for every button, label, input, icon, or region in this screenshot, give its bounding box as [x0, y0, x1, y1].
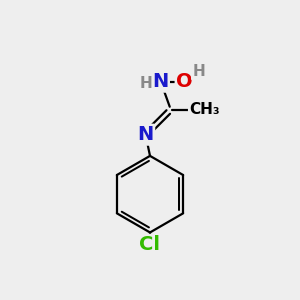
- Text: CH₃: CH₃: [189, 102, 220, 117]
- Text: Cl: Cl: [140, 235, 160, 254]
- Text: N: N: [137, 125, 154, 144]
- Text: N: N: [152, 72, 168, 91]
- Text: O: O: [176, 72, 193, 91]
- Text: H: H: [140, 76, 152, 91]
- Text: H: H: [192, 64, 205, 79]
